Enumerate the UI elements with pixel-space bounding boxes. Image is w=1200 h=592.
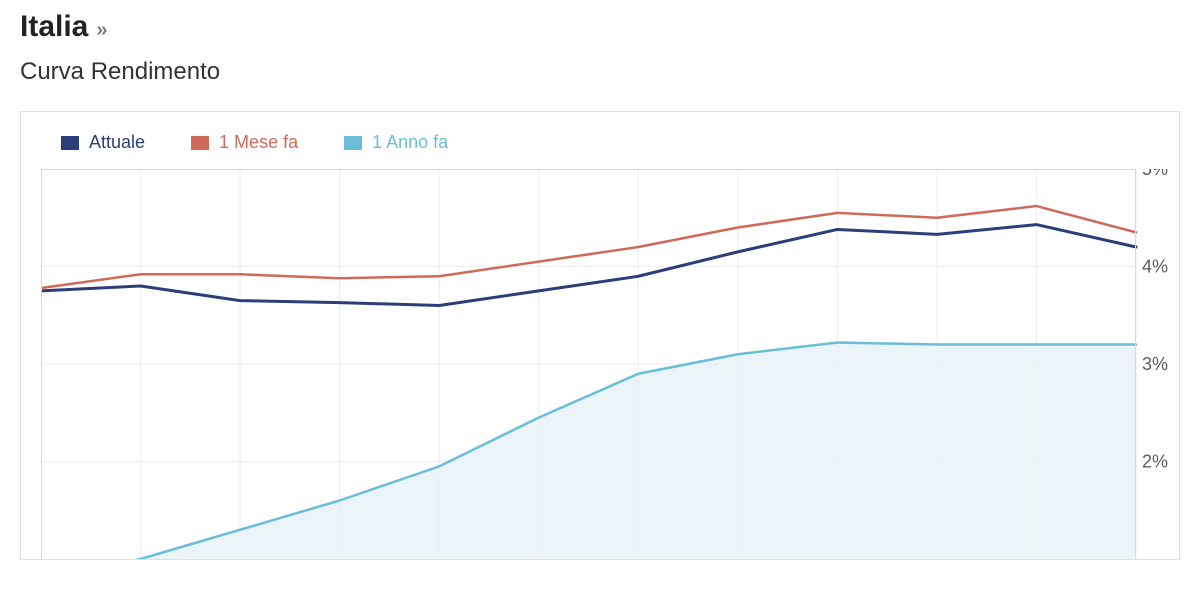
country-title-link[interactable]: Italia [20, 10, 88, 44]
legend-swatch [61, 136, 79, 150]
y-axis-tick-label: 2% [1142, 452, 1168, 472]
legend-swatch [344, 136, 362, 150]
chart-legend: Attuale 1 Mese fa 1 Anno fa [41, 132, 1175, 153]
legend-item[interactable]: 1 Anno fa [344, 132, 448, 153]
legend-item[interactable]: 1 Mese fa [191, 132, 298, 153]
chart-subtitle: Curva Rendimento [20, 58, 1180, 86]
legend-label: 1 Mese fa [219, 132, 298, 153]
page-title-row: Italia » [20, 10, 1180, 44]
chart-plot-area: 2% 3% 4% 5% [41, 169, 1176, 559]
legend-label: Attuale [89, 132, 145, 153]
y-axis-tick-label: 5% [1142, 169, 1168, 179]
title-arrows-icon: » [96, 19, 104, 42]
legend-item[interactable]: Attuale [61, 132, 145, 153]
y-axis-tick-label: 3% [1142, 354, 1168, 374]
legend-label: 1 Anno fa [372, 132, 448, 153]
y-axis-tick-label: 4% [1142, 257, 1168, 277]
legend-swatch [191, 136, 209, 150]
yield-curve-chart: Attuale 1 Mese fa 1 Anno fa 2% 3% 4% 5% [20, 111, 1180, 560]
